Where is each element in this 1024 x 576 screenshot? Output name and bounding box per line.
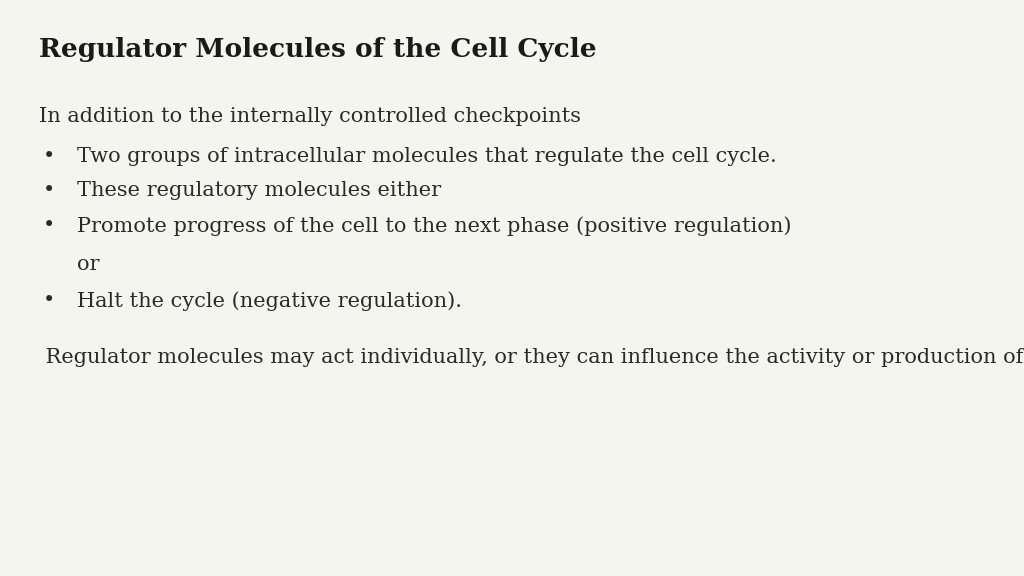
Text: Halt the cycle (negative regulation).: Halt the cycle (negative regulation). bbox=[77, 291, 462, 310]
Text: Regulator Molecules of the Cell Cycle: Regulator Molecules of the Cell Cycle bbox=[39, 37, 597, 62]
Text: •: • bbox=[43, 147, 55, 166]
Text: •: • bbox=[43, 181, 55, 200]
Text: Regulator molecules may act individually, or they can influence the activity or : Regulator molecules may act individually… bbox=[39, 348, 1024, 367]
Text: Promote progress of the cell to the next phase (positive regulation): Promote progress of the cell to the next… bbox=[77, 216, 792, 236]
Text: •: • bbox=[43, 291, 55, 310]
Text: Two groups of intracellular molecules that regulate the cell cycle.: Two groups of intracellular molecules th… bbox=[77, 147, 776, 166]
Text: •: • bbox=[43, 216, 55, 235]
Text: These regulatory molecules either: These regulatory molecules either bbox=[77, 181, 441, 200]
Text: In addition to the internally controlled checkpoints: In addition to the internally controlled… bbox=[39, 107, 581, 126]
Text: or: or bbox=[77, 255, 99, 274]
